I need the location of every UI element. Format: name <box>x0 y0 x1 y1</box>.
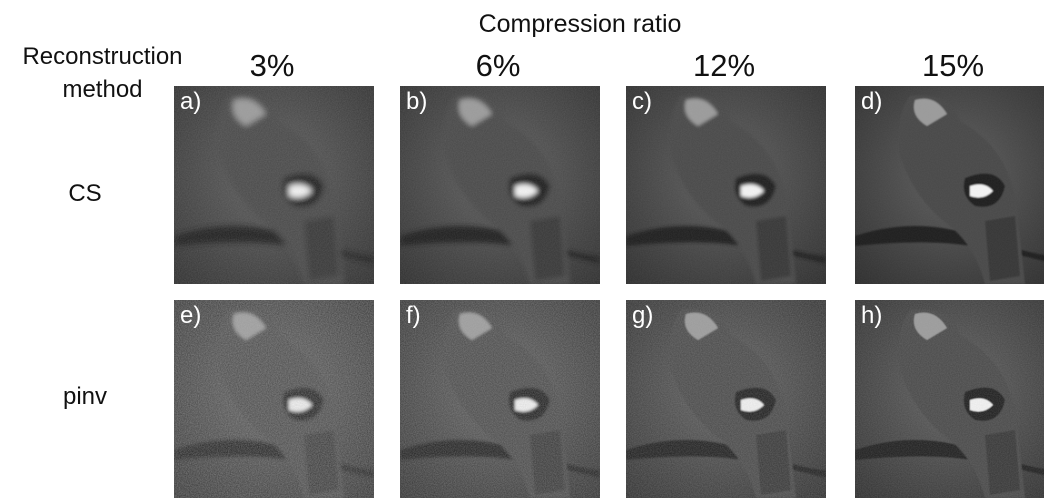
column-label: 3% <box>172 48 372 84</box>
panel-label: b) <box>406 88 427 116</box>
panel-label: g) <box>632 302 653 330</box>
panel-label: h) <box>861 302 882 330</box>
image-panel: f) <box>400 300 600 498</box>
column-label: 15% <box>853 48 1044 84</box>
bird-image <box>626 86 826 284</box>
image-panel: g) <box>626 300 826 498</box>
column-label: 12% <box>624 48 824 84</box>
bird-image <box>174 300 374 498</box>
bird-image <box>400 300 600 498</box>
row-label: CS <box>10 180 160 208</box>
image-panel: b) <box>400 86 600 284</box>
bird-image <box>400 86 600 284</box>
bird-image <box>626 300 826 498</box>
image-panel: e) <box>174 300 374 498</box>
column-label: 6% <box>398 48 598 84</box>
image-panel: a) <box>174 86 374 284</box>
row-label: pinv <box>10 383 160 411</box>
bird-image <box>174 86 374 284</box>
panel-label: c) <box>632 88 652 116</box>
image-panel: h) <box>855 300 1044 498</box>
figure: {"header": {"title": "Compression ratio"… <box>0 0 1044 496</box>
bird-image <box>855 300 1044 498</box>
image-panel: d) <box>855 86 1044 284</box>
panel-label: f) <box>406 302 421 330</box>
bird-image <box>855 86 1044 284</box>
panel-label: e) <box>180 302 201 330</box>
figure-title: Compression ratio <box>380 10 780 39</box>
panel-label: d) <box>861 88 882 116</box>
image-panel: c) <box>626 86 826 284</box>
panel-label: a) <box>180 88 201 116</box>
